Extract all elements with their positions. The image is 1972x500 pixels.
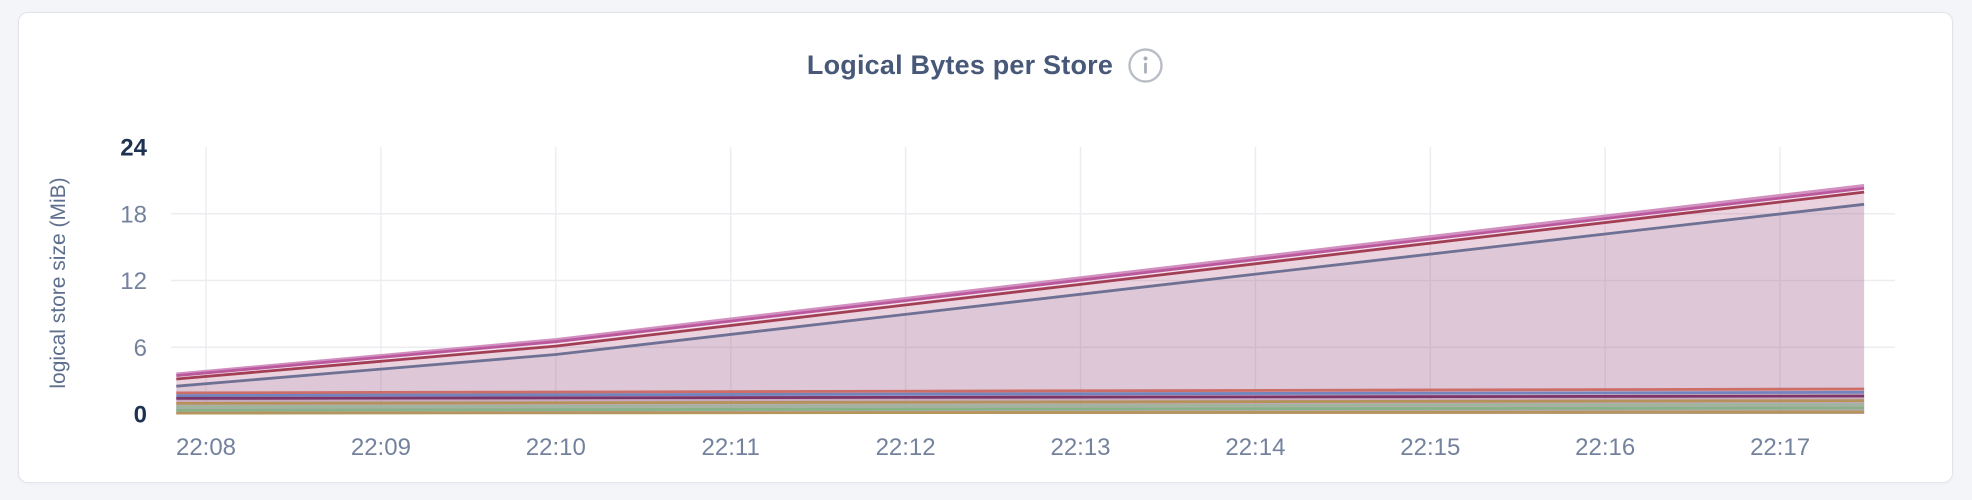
y-axis-title: logical store size (MiB) [47,177,70,388]
chart-card: Logical Bytes per Store 0 6 12 18 24 22:08 22:… [18,12,1953,483]
y-axis-tick-label: 18 [120,201,147,228]
chart-title: Logical Bytes per Store [806,50,1114,80]
series-area-4 [176,204,1865,414]
x-axis-tick-label: 22:13 [1050,434,1110,461]
x-axis-tick-label: 22:15 [1400,434,1460,461]
series-area-3 [176,192,1865,414]
series-line-8 [176,399,1865,405]
x-axis-tick-label: 22:10 [526,434,586,461]
line-chart[interactable]: 0 6 12 18 24 22:08 22:09 22:10 22:11 22:12 22:13 22… [19,13,1954,484]
y-axis-tick-label: 6 [134,335,147,362]
y-axis-tick-label: 0 [134,402,147,429]
series-line-11 [176,410,1865,415]
x-axis-tick-label: 22:12 [876,434,936,461]
x-axis-tick-label: 22:11 [702,434,760,461]
series-line-5 [176,387,1865,395]
info-icon[interactable] [1127,47,1164,84]
series-line-6 [176,390,1865,397]
series-line-3 [176,190,1865,381]
x-axis-tick-label: 22:17 [1750,434,1810,461]
series-line-4 [176,202,1865,388]
series-line-1 [176,184,1865,376]
series-line-7 [176,394,1865,400]
chart-header: Logical Bytes per Store [19,47,1952,84]
series-line-2 [176,186,1865,377]
y-axis-tick-label: 12 [120,268,147,295]
series-line-9 [176,403,1865,409]
series-line-10 [176,406,1865,412]
x-axis-tick-label: 22:16 [1575,434,1635,461]
y-axis-tick-label: 24 [120,135,147,162]
x-axis-tick-label: 22:08 [176,434,236,461]
x-axis-tick-label: 22:09 [351,434,411,461]
x-axis-tick-label: 22:14 [1225,434,1285,461]
